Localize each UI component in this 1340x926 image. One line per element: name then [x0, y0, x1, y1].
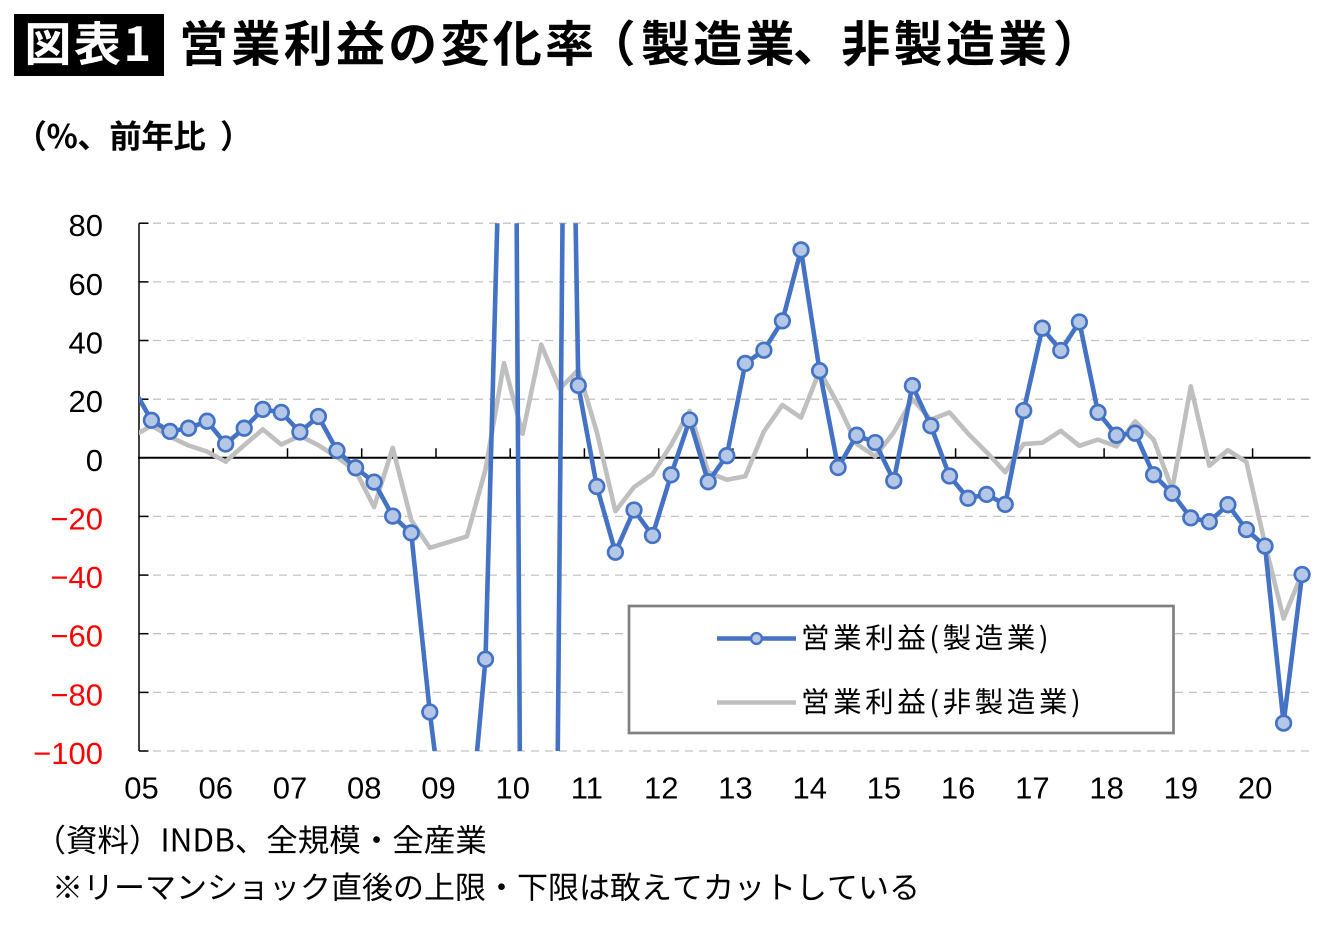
- svg-text:06: 06: [198, 771, 232, 806]
- svg-text:10: 10: [495, 771, 529, 806]
- svg-text:−20: −20: [50, 501, 103, 536]
- svg-text:13: 13: [718, 771, 752, 806]
- svg-text:08: 08: [347, 771, 381, 806]
- svg-text:05: 05: [124, 771, 158, 806]
- svg-text:20: 20: [1238, 771, 1272, 806]
- svg-text:14: 14: [792, 771, 826, 806]
- svg-text:15: 15: [867, 771, 901, 806]
- svg-text:09: 09: [421, 771, 455, 806]
- svg-text:16: 16: [941, 771, 975, 806]
- svg-text:12: 12: [644, 771, 678, 806]
- svg-text:40: 40: [69, 326, 103, 361]
- svg-text:18: 18: [1089, 771, 1123, 806]
- svg-text:−40: −40: [50, 560, 103, 595]
- svg-text:80: 80: [69, 208, 103, 243]
- svg-text:11: 11: [571, 771, 603, 806]
- svg-text:0: 0: [86, 443, 103, 478]
- svg-text:07: 07: [273, 771, 307, 806]
- svg-text:−100: −100: [33, 736, 103, 771]
- svg-text:60: 60: [69, 267, 103, 302]
- svg-text:−60: −60: [50, 619, 103, 654]
- svg-text:−80: −80: [50, 677, 103, 712]
- svg-text:17: 17: [1015, 771, 1049, 806]
- svg-text:19: 19: [1164, 771, 1198, 806]
- svg-text:20: 20: [69, 384, 103, 419]
